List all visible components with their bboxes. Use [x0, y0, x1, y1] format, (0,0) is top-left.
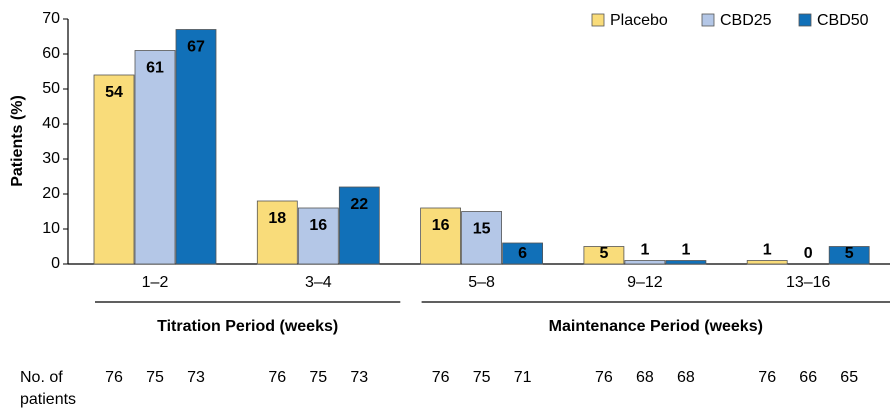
x-tick-label: 3–4 — [305, 274, 332, 291]
bar — [297, 207, 339, 265]
y-tick-label: 0 — [51, 255, 60, 272]
patients-count: 76 — [268, 369, 286, 386]
patients-count: 75 — [309, 369, 327, 386]
patients-count: 75 — [473, 369, 491, 386]
bar — [502, 242, 544, 265]
bar — [175, 29, 217, 265]
bar — [746, 260, 788, 265]
patients-count: 68 — [636, 369, 654, 386]
value-label: 1 — [763, 242, 772, 259]
period-label: Titration Period (weeks) — [157, 318, 338, 335]
y-tick-label: 30 — [42, 150, 60, 167]
value-label: 1 — [681, 242, 690, 259]
legend-label: CBD25 — [720, 12, 772, 29]
value-label: 16 — [309, 217, 327, 234]
x-tick-label: 1–2 — [142, 274, 169, 291]
y-tick-label: 50 — [42, 80, 60, 97]
bar — [134, 50, 176, 265]
patients-count: 68 — [677, 369, 695, 386]
value-label: 16 — [432, 217, 450, 234]
value-label: 54 — [105, 84, 123, 101]
patients-count: 66 — [799, 369, 817, 386]
value-label: 22 — [350, 196, 368, 213]
legend-swatch — [798, 13, 812, 27]
value-label: 0 — [804, 245, 813, 262]
patients-count: 73 — [187, 369, 205, 386]
legend-label: Placebo — [610, 12, 668, 29]
patients-count: 71 — [514, 369, 532, 386]
bar — [583, 246, 625, 265]
bar — [828, 246, 870, 265]
bar — [461, 211, 503, 265]
bar — [256, 200, 298, 265]
y-tick-label: 10 — [42, 220, 60, 237]
patients-count: 76 — [595, 369, 613, 386]
legend-swatch — [591, 13, 605, 27]
value-label: 61 — [146, 60, 164, 77]
value-label: 6 — [518, 245, 527, 262]
patients-count: 75 — [146, 369, 164, 386]
period-label: Maintenance Period (weeks) — [549, 318, 763, 335]
value-label: 5 — [845, 245, 854, 262]
bar — [93, 74, 135, 265]
value-label: 67 — [187, 39, 205, 56]
y-tick-label: 40 — [42, 115, 60, 132]
patients-label: No. of — [20, 369, 63, 386]
value-label: 1 — [640, 242, 649, 259]
value-label: 5 — [599, 245, 608, 262]
patients-label: patients — [20, 391, 76, 408]
bar — [665, 260, 707, 265]
x-tick-label: 9–12 — [627, 274, 663, 291]
patients-count: 76 — [432, 369, 450, 386]
x-tick-label: 5–8 — [468, 274, 495, 291]
legend-label: CBD50 — [817, 12, 869, 29]
x-tick-label: 13–16 — [786, 274, 831, 291]
patients-count: 76 — [105, 369, 123, 386]
bar — [624, 260, 666, 265]
bar — [420, 207, 462, 265]
patients-count: 76 — [758, 369, 776, 386]
y-axis-label: Patients (%) — [9, 95, 26, 187]
y-tick-label: 60 — [42, 45, 60, 62]
patients-count: 73 — [350, 369, 368, 386]
value-label: 18 — [268, 210, 286, 227]
value-label: 15 — [473, 221, 491, 238]
bar — [338, 186, 380, 265]
y-tick-label: 70 — [42, 10, 60, 27]
legend-swatch — [701, 13, 715, 27]
patients-count: 65 — [840, 369, 858, 386]
y-tick-label: 20 — [42, 185, 60, 202]
